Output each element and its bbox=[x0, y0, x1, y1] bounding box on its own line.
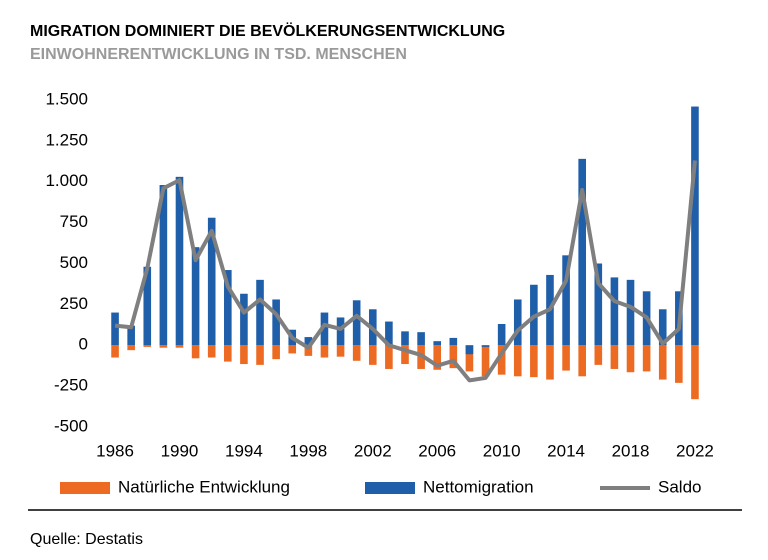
bar bbox=[594, 263, 603, 346]
bar bbox=[272, 299, 280, 346]
bar bbox=[691, 345, 699, 400]
bar bbox=[497, 323, 506, 346]
y-tick-label: 750 bbox=[60, 212, 88, 231]
bar bbox=[610, 345, 619, 369]
bar bbox=[562, 255, 570, 346]
bar bbox=[401, 331, 409, 346]
y-tick-label: 1.000 bbox=[45, 171, 88, 190]
legend-label: Natürliche Entwicklung bbox=[118, 477, 290, 496]
bar bbox=[578, 345, 586, 377]
bar bbox=[111, 345, 119, 358]
x-tick-label: 2010 bbox=[483, 441, 521, 460]
y-tick-label: 250 bbox=[60, 294, 88, 313]
bar bbox=[256, 279, 264, 346]
bar bbox=[481, 345, 490, 347]
x-tick-label: 2002 bbox=[354, 441, 392, 460]
x-tick-label: 1986 bbox=[96, 441, 134, 460]
bar bbox=[127, 345, 135, 351]
chart-subtitle: EINWOHNERENTWICKLUNG IN TSD. MENSCHEN bbox=[30, 46, 407, 63]
bar bbox=[127, 325, 135, 346]
bar bbox=[272, 345, 280, 360]
y-tick-label: 500 bbox=[60, 253, 88, 272]
bar bbox=[658, 345, 667, 380]
bar bbox=[304, 337, 313, 346]
bar bbox=[530, 345, 538, 378]
bar bbox=[352, 345, 361, 361]
line bbox=[114, 160, 697, 383]
legend-label: Saldo bbox=[658, 477, 701, 496]
bar bbox=[224, 270, 232, 346]
bar bbox=[159, 345, 168, 348]
bar bbox=[368, 345, 377, 365]
bar bbox=[385, 345, 393, 369]
bar bbox=[352, 300, 361, 346]
legend-label: Nettomigration bbox=[423, 477, 534, 496]
bar bbox=[207, 345, 216, 358]
bar bbox=[691, 106, 699, 346]
bar bbox=[465, 345, 474, 355]
bar bbox=[320, 312, 329, 346]
legend-swatch bbox=[60, 482, 110, 494]
y-tick-label: 0 bbox=[79, 335, 88, 354]
bar bbox=[401, 345, 409, 365]
x-tick-label: 1994 bbox=[225, 441, 263, 460]
bar bbox=[642, 345, 651, 372]
source: Quelle: Destatis bbox=[30, 531, 143, 548]
bar bbox=[610, 277, 619, 346]
bar bbox=[385, 321, 393, 346]
bar bbox=[594, 345, 603, 365]
bar bbox=[159, 185, 168, 346]
bar bbox=[481, 345, 490, 377]
bar bbox=[320, 345, 329, 358]
bar bbox=[191, 247, 200, 346]
bar bbox=[288, 345, 297, 354]
bar bbox=[513, 345, 522, 377]
bar bbox=[240, 345, 248, 365]
bar bbox=[465, 345, 474, 372]
x-tick-label: 1990 bbox=[161, 441, 199, 460]
bar bbox=[626, 279, 635, 346]
bar bbox=[658, 309, 667, 346]
bar bbox=[562, 345, 570, 371]
bar bbox=[207, 217, 216, 346]
bar bbox=[433, 345, 442, 370]
bar bbox=[143, 266, 152, 346]
legend-swatch bbox=[365, 482, 415, 494]
chart-title: MIGRATION DOMINIERT DIE BEVÖLKERUNGSENTW… bbox=[30, 21, 505, 40]
y-tick-label: -500 bbox=[54, 416, 88, 435]
bar bbox=[304, 345, 313, 356]
bar bbox=[175, 176, 184, 346]
y-tick-label: 1.250 bbox=[45, 130, 88, 149]
x-tick-label: 2022 bbox=[676, 441, 714, 460]
bar bbox=[224, 345, 232, 362]
y-tick-label: -250 bbox=[54, 376, 88, 395]
bar bbox=[175, 345, 184, 348]
x-tick-label: 2006 bbox=[418, 441, 456, 460]
bar bbox=[675, 345, 683, 383]
bar bbox=[143, 345, 152, 347]
bar bbox=[578, 158, 586, 346]
bar bbox=[417, 332, 425, 346]
bar bbox=[546, 345, 554, 380]
bar bbox=[626, 345, 635, 373]
bar bbox=[336, 345, 345, 357]
x-tick-label: 1998 bbox=[289, 441, 327, 460]
bar bbox=[191, 345, 200, 359]
y-tick-label: 1.500 bbox=[45, 89, 88, 108]
bar bbox=[497, 345, 506, 375]
bar bbox=[449, 337, 458, 346]
x-tick-label: 2014 bbox=[547, 441, 585, 460]
bar bbox=[111, 312, 119, 346]
bar bbox=[513, 299, 522, 346]
bar bbox=[449, 345, 458, 369]
bar bbox=[240, 293, 248, 346]
bar bbox=[336, 317, 345, 346]
x-tick-label: 2018 bbox=[612, 441, 650, 460]
bar bbox=[433, 341, 442, 346]
bar bbox=[256, 345, 264, 365]
